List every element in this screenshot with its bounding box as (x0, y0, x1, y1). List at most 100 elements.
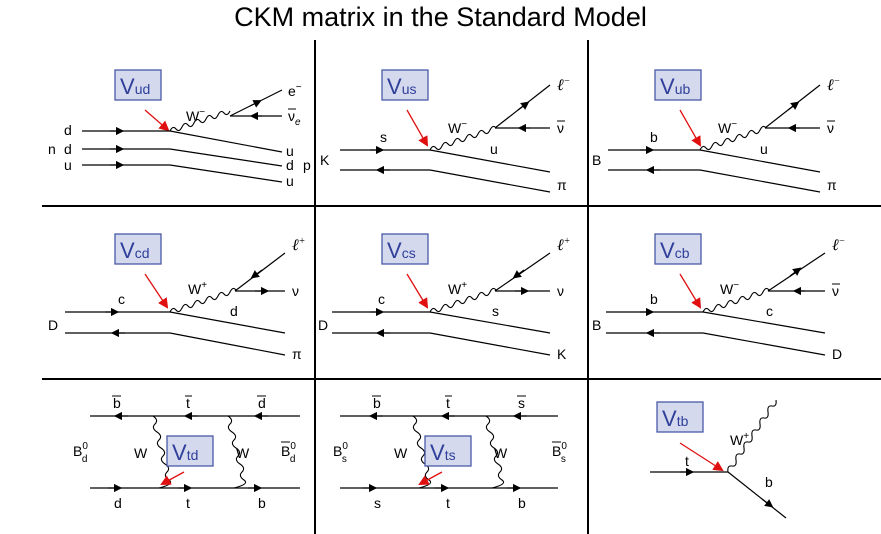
svg-text:ℓ+: ℓ+ (557, 236, 570, 254)
svg-text:W: W (236, 445, 250, 461)
svg-text:Vud: Vud (120, 74, 150, 99)
svg-text:s: s (374, 495, 381, 511)
label-nu-e: νe (288, 108, 301, 128)
w-boson-cd (169, 287, 237, 313)
svg-text:W+: W+ (730, 431, 749, 448)
label-n: n (48, 141, 56, 157)
label-B: B (592, 152, 601, 168)
red-arrow-td (160, 471, 185, 485)
label-d2: d (64, 141, 72, 157)
panel-vtb: Vtb t W+ b (650, 399, 787, 519)
red-arrow-cd (144, 273, 169, 309)
label-out-u2: u (286, 173, 294, 189)
label-out-d: d (286, 157, 294, 173)
svg-text:Vcb: Vcb (660, 238, 690, 263)
panel-vcd: Vcd D c W+ d π ℓ+ ν (48, 233, 305, 362)
vbox-cd: Vcd (114, 233, 162, 265)
vbox-ub: Vub (654, 69, 702, 101)
label-w-us: W− (448, 119, 467, 136)
w-boson-ud (169, 110, 231, 132)
svg-text:u: u (760, 141, 768, 157)
vbox-ud-sub: ud (135, 81, 151, 97)
svg-text:Vub: Vub (660, 74, 690, 99)
svg-text:Vtd: Vtd (172, 440, 198, 465)
svg-text:ℓ+: ℓ+ (292, 236, 305, 254)
svg-text:t: t (186, 395, 190, 411)
panel-vcs: Vcs D c W+ s K ℓ+ ν (318, 233, 570, 362)
page-title: CKM matrix in the Standard Model (234, 2, 647, 32)
svg-text:ν: ν (557, 283, 564, 299)
svg-text:c: c (118, 291, 125, 307)
label-s: s (380, 129, 387, 145)
svg-text:B0s: B0 s (333, 441, 348, 465)
svg-text:Vtb: Vtb (662, 406, 689, 431)
w-boson-td-2 (227, 415, 247, 489)
red-arrow-ts (418, 471, 443, 485)
panel-vcb: Vcb B b W− c D ℓ− ν (592, 233, 845, 362)
label-K: K (320, 152, 330, 168)
svg-text:d: d (114, 495, 122, 511)
svg-text:W+: W+ (448, 280, 467, 297)
label-d1: d (64, 122, 72, 138)
svg-text:W−: W− (720, 280, 739, 297)
vbox-ts: Vts (424, 435, 472, 467)
label-p: p (303, 157, 311, 173)
svg-text:ν: ν (827, 120, 834, 136)
svg-text:B: B (592, 317, 601, 333)
panel-vub: Vub B b W− u π ℓ− ν (592, 69, 840, 193)
label-b: b (650, 129, 658, 145)
svg-text:t: t (685, 453, 689, 469)
label-electron: e− (288, 82, 302, 99)
svg-text:b: b (113, 395, 121, 411)
svg-text:d: d (230, 303, 238, 319)
svg-text:Vts: Vts (430, 440, 456, 465)
svg-text:π: π (292, 346, 302, 362)
label-lepton-us: ℓ− (557, 76, 570, 94)
panel-vtd: Vtd b t d B0 d B0 d W W d t b (73, 395, 300, 511)
w-boson-cs (429, 287, 497, 313)
panel-vts: Vts b t s B0 s B0 s W W s t b (333, 395, 567, 511)
svg-text:s: s (492, 303, 499, 319)
svg-text:ℓ−: ℓ− (832, 236, 845, 254)
svg-text:b: b (650, 291, 658, 307)
label-pi: π (557, 177, 567, 193)
panel-vud: Vud d n d u W− e− νe u d p u (48, 69, 311, 189)
svg-text:D: D (48, 317, 58, 333)
vbox-ud: Vud (114, 69, 162, 101)
w-boson-ub (699, 125, 767, 151)
svg-text:b: b (518, 495, 526, 511)
panel-vus: Vus K s W− u π ℓ− ν (320, 69, 570, 193)
svg-text:K: K (557, 346, 567, 362)
vbox-us: Vus (381, 69, 429, 101)
svg-text:Vcs: Vcs (387, 238, 416, 263)
label-out-u1: u (286, 143, 294, 159)
svg-text:Vcd: Vcd (120, 238, 149, 263)
svg-text:s: s (518, 395, 525, 411)
w-boson-ts-2 (485, 415, 505, 489)
label-u1: u (64, 157, 72, 173)
svg-text:ℓ−: ℓ− (827, 76, 840, 94)
svg-text:c: c (378, 291, 385, 307)
label-u: u (490, 141, 498, 157)
svg-text:d: d (258, 395, 266, 411)
vbox-td: Vtd (166, 435, 214, 467)
svg-text:c: c (766, 303, 773, 319)
red-arrow-cs (406, 273, 429, 309)
w-boson-cb (702, 287, 770, 313)
svg-text:D: D (832, 346, 842, 362)
svg-text:B0d: B0 d (281, 441, 296, 465)
svg-text:B0s: B0 s (552, 441, 567, 465)
w-boson-us (429, 125, 497, 151)
svg-text:t: t (446, 495, 450, 511)
red-arrow-ub (679, 109, 702, 147)
vbox-tb: Vtb (656, 401, 704, 433)
red-arrow-us (406, 109, 429, 147)
svg-text:B0d: B0 d (73, 441, 88, 465)
svg-text:Vus: Vus (387, 74, 416, 99)
label-nu: ν (557, 120, 564, 136)
vbox-ud-main: V (120, 74, 135, 99)
svg-text:t: t (446, 395, 450, 411)
svg-text:W+: W+ (188, 280, 207, 297)
vbox-cb: Vcb (654, 233, 702, 265)
svg-text:b: b (765, 474, 773, 490)
